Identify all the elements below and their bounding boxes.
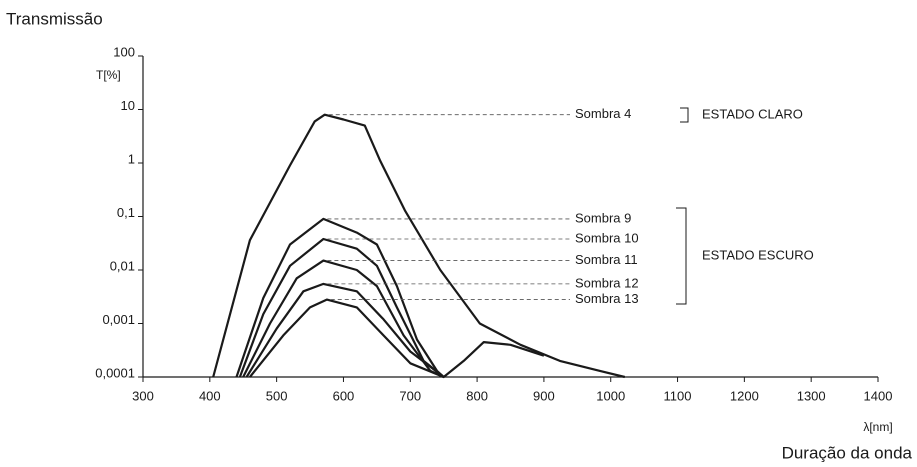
x-tick-label: 1400 <box>864 388 893 403</box>
line <box>238 237 445 378</box>
y-tick-label: 10 <box>121 98 135 113</box>
legend-label: Sombra 9 <box>575 210 631 225</box>
x-tick-label: 800 <box>466 388 488 403</box>
line <box>235 217 545 379</box>
x-tick-label: 1100 <box>664 388 692 403</box>
y-tick-label: 0,0001 <box>95 365 135 380</box>
line <box>249 298 445 379</box>
y-axis-label: T[%] <box>96 68 121 82</box>
x-tick-label: 300 <box>132 388 154 403</box>
x-tick-label: 400 <box>199 388 221 403</box>
bracket <box>680 107 689 123</box>
x-tick-label: 1000 <box>596 388 625 403</box>
bracket <box>676 207 687 305</box>
x-tick-label: 700 <box>399 388 421 403</box>
y-tick-label: 0,1 <box>117 205 135 220</box>
x-tick-label: 500 <box>266 388 288 403</box>
y-tick-label: 0,001 <box>102 312 135 327</box>
y-tick-label: 1 <box>128 151 135 166</box>
legend-label: Sombra 10 <box>575 230 639 245</box>
y-tick-label: 100 <box>113 44 135 59</box>
line <box>212 113 626 379</box>
x-tick-label: 600 <box>333 388 355 403</box>
legend-label: Sombra 4 <box>575 106 631 121</box>
x-axis-label: λ[nm] <box>863 420 892 434</box>
x-tick-label: 900 <box>533 388 555 403</box>
legend-label: Sombra 13 <box>575 291 639 306</box>
x-tick-label: 1300 <box>797 388 826 403</box>
chart-title: Transmissão <box>6 9 103 28</box>
annotation: ESTADO CLARO <box>702 106 803 121</box>
chart-subtitle: Duração da onda <box>782 443 913 462</box>
x-tick-label: 1200 <box>730 388 759 403</box>
y-tick-label: 0,01 <box>110 258 135 273</box>
legend-label: Sombra 11 <box>575 252 638 267</box>
legend-label: Sombra 12 <box>575 275 639 290</box>
annotation: ESTADO ESCURO <box>702 247 814 262</box>
line <box>245 282 445 378</box>
